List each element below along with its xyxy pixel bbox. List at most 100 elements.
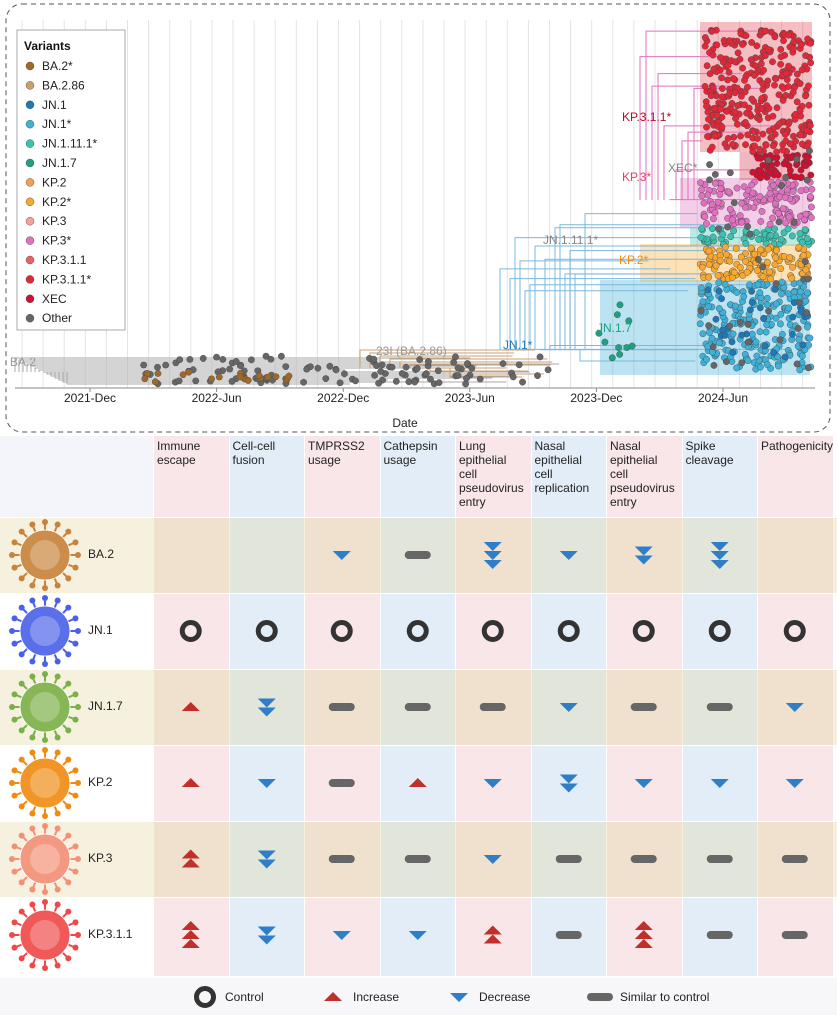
effect-symbol [483, 855, 502, 864]
increase-symbol [634, 930, 653, 939]
virus-spike-tip [18, 604, 25, 611]
tip-point [773, 104, 781, 112]
tip-point [742, 32, 750, 40]
tip-point [771, 261, 779, 268]
tip-point [790, 45, 797, 52]
tip-point [696, 320, 704, 328]
tip-point [536, 353, 544, 361]
row-name: KP.3.1.1 [88, 927, 133, 941]
virus-body [19, 833, 71, 885]
increase-symbol [181, 858, 200, 868]
effect-symbol [179, 620, 202, 642]
tip-point [748, 181, 755, 189]
tip-point [751, 72, 758, 79]
legend-box [16, 29, 126, 331]
virus-spike-tip [72, 615, 79, 622]
tip-point [701, 42, 709, 50]
decrease-symbol [559, 551, 578, 560]
panel-border [5, 3, 831, 433]
effect-symbol [630, 703, 657, 711]
tip-point [804, 323, 811, 331]
tip-point [705, 322, 713, 329]
tip-point [300, 378, 308, 386]
legend-swatch [25, 216, 35, 226]
tip-point [336, 379, 344, 387]
tip-point [768, 133, 776, 141]
decrease-symbol [634, 779, 653, 788]
tip-point [733, 184, 741, 192]
control-symbol [632, 620, 655, 642]
decrease-symbol [483, 855, 502, 864]
tip-point [388, 363, 396, 371]
legend-swatch [25, 119, 35, 129]
tip-point [796, 230, 804, 237]
row-band [0, 593, 837, 669]
similar-symbol [630, 703, 657, 711]
tip-point [377, 368, 385, 375]
virus-spike-tip [18, 575, 25, 582]
tip-point [314, 364, 322, 372]
virus-core [30, 920, 60, 950]
effect-symbol [330, 620, 353, 642]
decrease-symbol [785, 703, 804, 712]
tip-point [780, 37, 787, 45]
tip-point [758, 95, 766, 102]
tip-point [595, 329, 603, 337]
row-name: KP.2 [88, 775, 113, 789]
tip-point [789, 313, 797, 321]
virus-spike-tip [75, 932, 81, 938]
virus-spike-tip [42, 661, 48, 667]
virus-spike-tip [11, 944, 18, 951]
row-name: JN.1 [88, 623, 113, 637]
increase-symbol [181, 702, 200, 711]
control-symbol [255, 620, 278, 642]
tip-point [402, 363, 410, 371]
tip-point [773, 247, 780, 254]
virus-spike-tip [18, 955, 25, 962]
control-symbol [179, 620, 202, 642]
virus-spike-tip [11, 716, 18, 723]
branch [509, 278, 696, 350]
virus-spike-tip [65, 604, 72, 611]
virus-spike-tip [54, 962, 61, 969]
virus-spike-tip [42, 899, 48, 905]
tip-point [762, 328, 770, 336]
virus-spike-tip [11, 919, 18, 926]
tip-point [434, 367, 442, 375]
clade-label: XEC* [668, 161, 698, 175]
decrease-symbol [332, 551, 351, 560]
tip-point [782, 70, 790, 77]
legend-label: KP.2* [42, 195, 71, 209]
increase-symbol [483, 934, 502, 944]
branch [519, 260, 649, 350]
tip-point [772, 254, 780, 262]
virus-spike-tip [72, 944, 79, 951]
effect-symbol [630, 855, 657, 863]
tip-point [435, 379, 443, 387]
tip-point [464, 360, 471, 367]
branch [50, 372, 516, 377]
legend-swatch [25, 158, 35, 168]
tip-point [162, 361, 170, 369]
tip-point [769, 142, 777, 150]
branch [449, 368, 522, 378]
tip-point [797, 166, 805, 174]
x-tick-label: 2023-Jun [445, 391, 495, 405]
tip-point [763, 301, 771, 309]
similar-symbol [587, 993, 613, 1001]
branch [534, 245, 756, 350]
tip-point [375, 379, 382, 387]
effect-symbol [181, 702, 200, 711]
tip-point [771, 33, 779, 41]
tip-point [736, 264, 744, 271]
tip-point [802, 92, 809, 100]
decrease-symbol [710, 542, 729, 551]
tip-point [715, 279, 723, 287]
tip-point [736, 212, 744, 219]
tip-point [703, 102, 710, 110]
tip-point [703, 220, 710, 227]
tip-point [805, 153, 812, 161]
tip-point [729, 140, 737, 148]
branch [514, 237, 768, 350]
tip-point [781, 194, 789, 201]
